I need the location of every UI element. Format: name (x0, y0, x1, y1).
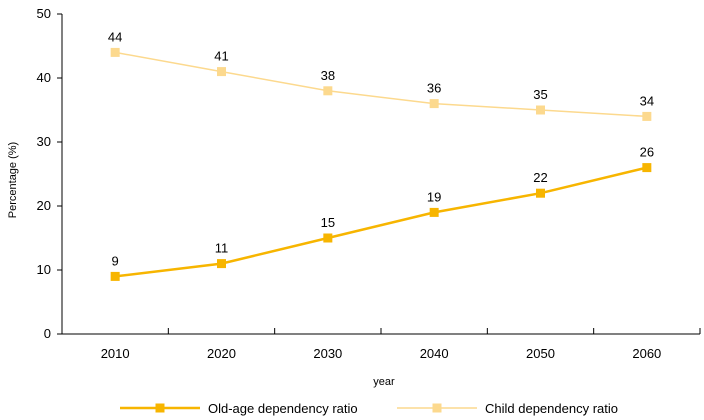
data-point (429, 207, 439, 217)
data-point (217, 67, 226, 77)
data-point (323, 233, 333, 243)
x-tick-label: 2010 (101, 346, 130, 361)
data-point (429, 99, 439, 109)
data-label: 19 (427, 189, 441, 204)
data-label: 36 (427, 81, 441, 96)
x-tick-label: 2030 (313, 346, 342, 361)
series-line (115, 51, 647, 118)
data-label: 22 (533, 170, 547, 185)
data-label: 11 (215, 241, 229, 256)
y-tick-label: 50 (37, 6, 51, 21)
legend-item: Old-age dependency ratio (120, 401, 358, 416)
data-label: 34 (640, 93, 654, 108)
x-axis-title: year (373, 376, 395, 388)
data-point (217, 259, 226, 269)
legend: Old-age dependency ratio Child dependency… (120, 401, 618, 416)
legend-label: Child dependency ratio (485, 401, 618, 416)
data-point (110, 47, 120, 57)
x-tick-label: 2040 (420, 346, 449, 361)
series-layer: 9 11 15 19 22 26 44 41 38 36 35 34 (108, 29, 654, 281)
data-label: 38 (321, 68, 335, 83)
data-label: 41 (214, 49, 228, 64)
data-point (536, 105, 545, 115)
x-tick-label: 2050 (526, 346, 555, 361)
x-axis: 2010 2020 2030 2040 2050 2060 (62, 328, 701, 361)
data-point (110, 271, 120, 281)
legend-label: Old-age dependency ratio (208, 401, 358, 416)
y-tick-label: 20 (37, 198, 51, 213)
y-axis: 0 10 20 30 40 50 (37, 6, 63, 341)
y-tick-label: 0 (44, 326, 51, 341)
y-tick-label: 40 (37, 70, 51, 85)
data-point (323, 86, 333, 96)
data-label: 44 (108, 29, 122, 44)
data-point (642, 163, 652, 173)
y-tick-label: 10 (37, 262, 51, 277)
data-point (642, 111, 652, 121)
data-label: 9 (112, 253, 119, 268)
x-tick-label: 2020 (207, 346, 236, 361)
data-label: 26 (640, 145, 654, 160)
y-axis-title: Percentage (%) (7, 142, 19, 218)
series-line (115, 166, 648, 278)
legend-marker (432, 403, 442, 413)
legend-marker (155, 403, 165, 413)
y-tick-label: 30 (37, 134, 51, 149)
series-old-age: 9 11 15 19 22 26 (110, 145, 654, 281)
x-tick-label: 2060 (632, 346, 661, 361)
series-child: 44 41 38 36 35 34 (108, 29, 654, 121)
data-label: 35 (533, 87, 547, 102)
legend-item: Child dependency ratio (397, 401, 618, 416)
data-label: 15 (321, 215, 335, 230)
data-point (536, 188, 545, 198)
